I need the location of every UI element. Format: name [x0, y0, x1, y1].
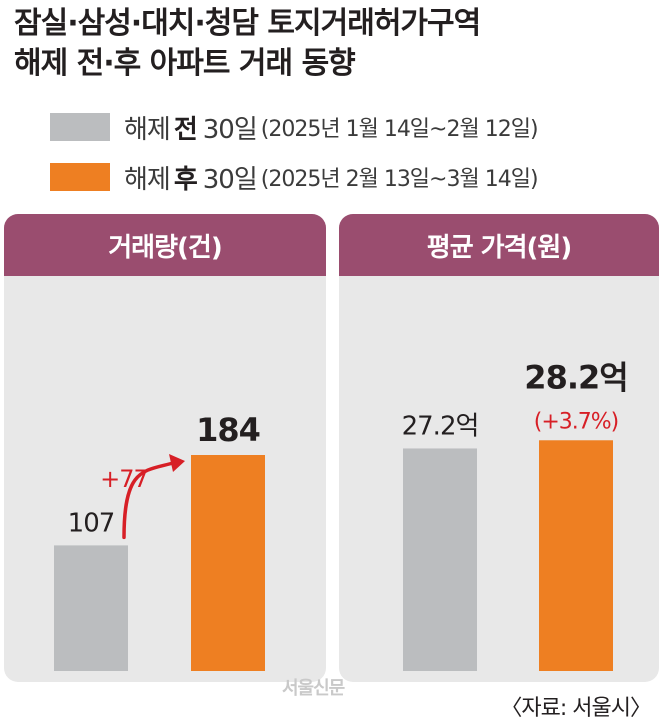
volume-value-label-2: 184 — [196, 411, 260, 449]
volume-panel-title: 거래량(건) — [4, 214, 326, 276]
legend-label-before: 해제 전 — [124, 114, 198, 145]
price-panel-title: 평균 가격(원) — [339, 214, 659, 276]
volume-chart: 107 184 +77 — [54, 411, 265, 671]
price-chart: 27.2억 28.2억 (+3.7%) — [402, 358, 629, 671]
increase-arrow — [122, 461, 175, 540]
legend-swatch-after — [50, 163, 110, 191]
legend-days-after: 30일 — [202, 164, 258, 195]
price-value-label-1: 27.2억 — [402, 411, 479, 441]
volume-bar-1 — [54, 545, 128, 671]
legend-range-after: (2025년 2월 13일~3월 14일) — [260, 167, 539, 192]
legend-days-before: 30일 — [202, 114, 258, 145]
price-bar-1 — [403, 448, 477, 671]
price-bar-2 — [539, 440, 613, 671]
volume-change-label: +77 — [100, 465, 148, 493]
increase-arrowhead — [169, 454, 185, 472]
legend-item-before: 해제 전 30일 (2025년 1월 14일~2월 12일) — [50, 110, 539, 145]
legend-swatch-before — [50, 113, 110, 141]
legend-label-after: 해제 후 — [124, 164, 198, 195]
chart-title-line1: 잠실·삼성·대치·청담 토지거래허가구역 — [14, 6, 481, 41]
price-panel: 평균 가격(원) 27.2억 28.2억 (+3.7%) — [339, 214, 659, 682]
volume-value-label-1: 107 — [68, 508, 115, 538]
source-note: 〈자료: 서울시〉 — [500, 696, 652, 721]
volume-panel: 거래량(건) 107 184 +77 — [4, 214, 326, 682]
chart-title-line2: 해제 전·후 아파트 거래 동향 — [14, 46, 356, 81]
price-value-label-2: 28.2억 — [524, 358, 627, 396]
volume-bar-2 — [191, 455, 265, 671]
watermark: 서울신문 — [282, 678, 345, 699]
legend-range-before: (2025년 1월 14일~2월 12일) — [260, 117, 539, 142]
legend-item-after: 해제 후 30일 (2025년 2월 13일~3월 14일) — [50, 160, 539, 195]
price-change-label: (+3.7%) — [534, 409, 619, 434]
